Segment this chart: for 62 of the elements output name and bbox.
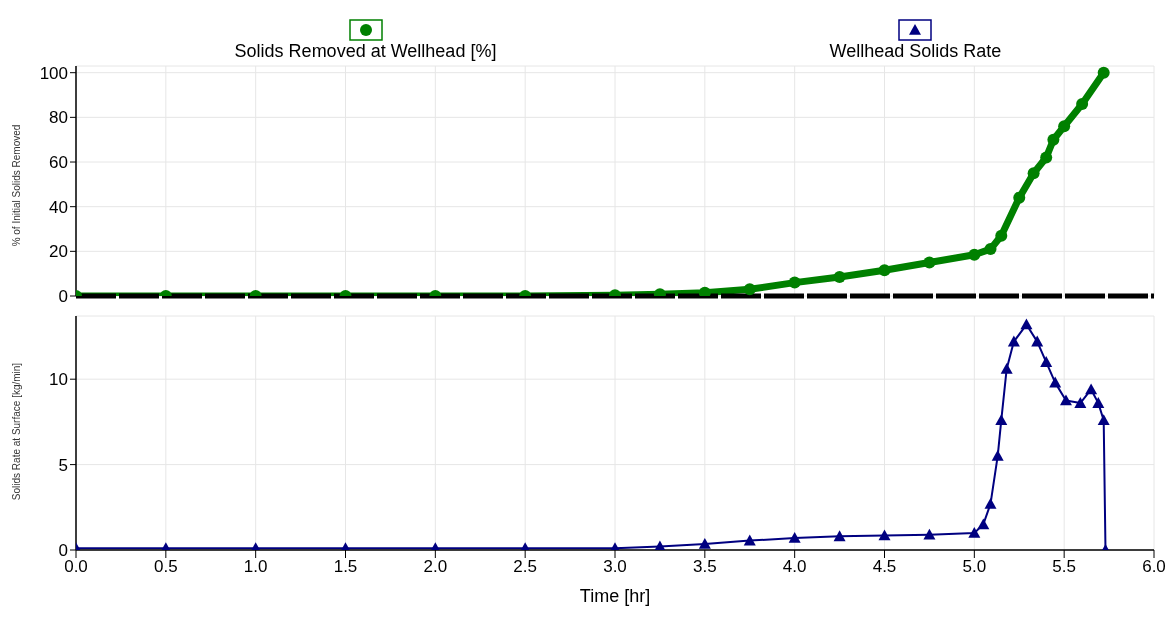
y-axis-title: Solids Rate at Surface [kg/min]	[11, 362, 23, 500]
point	[991, 450, 1004, 461]
x-tick-label: 5.5	[1052, 557, 1076, 577]
point	[1031, 335, 1044, 347]
x-tick-label: 3.5	[693, 557, 717, 577]
x-tick-label: 4.0	[782, 557, 807, 577]
point	[977, 518, 990, 530]
point	[1049, 376, 1062, 388]
point	[1058, 120, 1071, 133]
point	[995, 229, 1008, 242]
point	[698, 538, 711, 549]
point	[1040, 151, 1053, 164]
legend-label: Wellhead Solids Rate	[829, 41, 1002, 62]
point	[1059, 394, 1072, 406]
y-tick-label: 100	[39, 63, 68, 83]
point	[923, 528, 936, 540]
point	[1097, 414, 1110, 425]
point	[878, 264, 891, 277]
x-tick-label: 1.5	[333, 557, 358, 577]
point	[1097, 66, 1110, 79]
point	[1007, 335, 1020, 347]
point	[1013, 191, 1026, 204]
point	[743, 283, 756, 296]
x-tick-label: 1.0	[243, 557, 268, 577]
y-tick-label: 0	[58, 287, 68, 307]
point	[788, 276, 801, 289]
point	[1047, 133, 1060, 146]
point	[878, 529, 891, 541]
point	[833, 530, 846, 542]
point	[968, 526, 981, 538]
y-tick-label: 80	[49, 108, 68, 128]
y-tick-label: 5	[58, 455, 68, 475]
point	[968, 248, 981, 261]
point	[698, 286, 711, 296]
point	[1020, 318, 1033, 330]
point	[984, 497, 997, 509]
x-tick-label: 2.0	[423, 557, 448, 577]
point	[984, 243, 997, 256]
point	[1076, 97, 1089, 110]
y-tick-label: 40	[49, 197, 68, 217]
y-tick-label: 10	[49, 370, 68, 390]
point	[1074, 397, 1087, 408]
x-tick-label: 5.0	[962, 557, 987, 577]
y-axis-title: % of Initial Solids Removed	[11, 124, 23, 246]
x-tick-label: 6.0	[1142, 557, 1166, 577]
x-tick-label: 3.0	[603, 557, 627, 577]
x-axis-title: Time [hr]	[579, 586, 651, 606]
point	[743, 534, 756, 546]
point	[923, 256, 936, 269]
x-tick-label: 4.5	[872, 557, 897, 577]
x-tick-label: 0.5	[154, 557, 178, 577]
point	[1085, 383, 1098, 395]
point	[1040, 356, 1053, 367]
y-tick-label: 20	[49, 242, 68, 262]
x-tick-label: 2.5	[513, 557, 537, 577]
point	[995, 414, 1008, 425]
point	[788, 532, 801, 543]
point	[1092, 397, 1105, 408]
point	[1000, 362, 1013, 374]
y-tick-label: 60	[49, 153, 68, 173]
legend-label: Solids Removed at Wellhead [%]	[234, 41, 497, 62]
point	[1027, 167, 1040, 180]
